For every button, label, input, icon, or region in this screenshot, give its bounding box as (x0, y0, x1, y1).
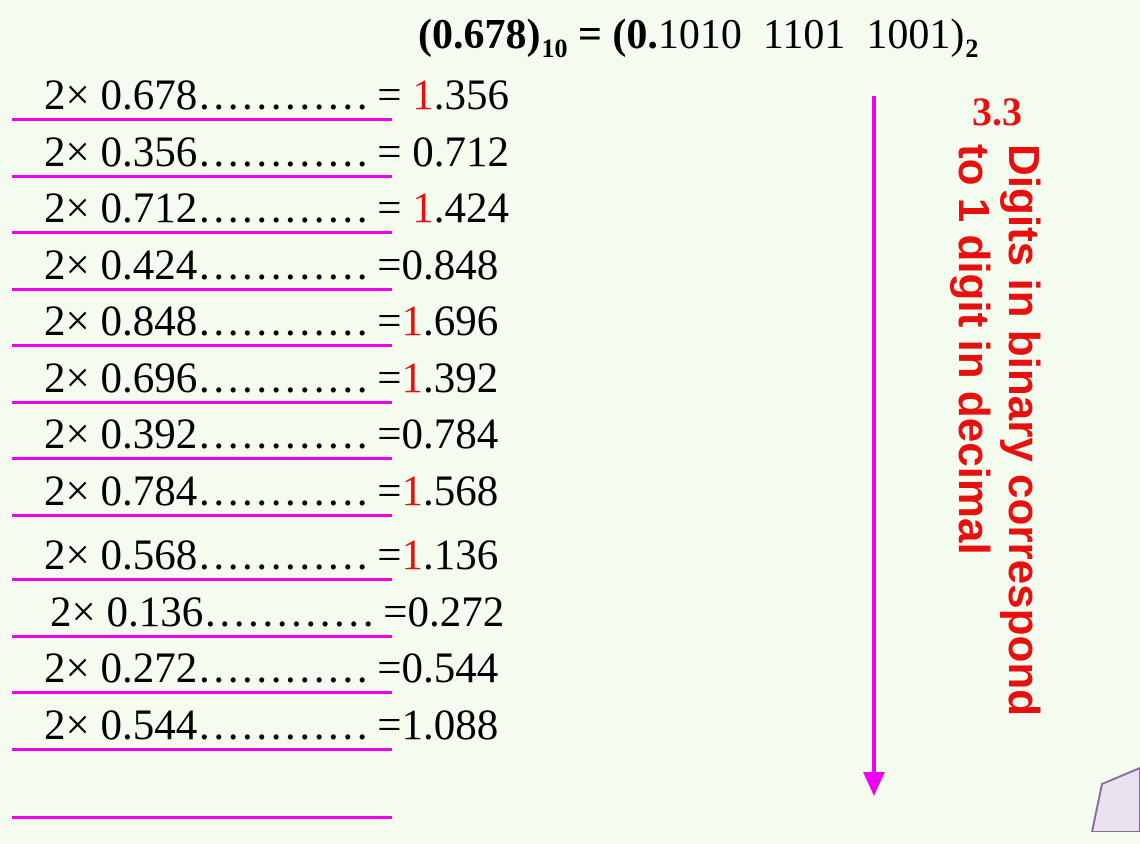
step-integer-digit: 0 (412, 128, 434, 176)
binary-base: 2 (965, 34, 979, 63)
step-fraction: .712 (433, 128, 510, 176)
step-underline (12, 118, 392, 121)
step-equals: = (377, 532, 402, 579)
step-fraction: .272 (429, 588, 505, 636)
final-underline (12, 816, 392, 819)
step-equals: = (377, 467, 402, 515)
step-integer-digit: 1 (401, 701, 424, 749)
step-integer-digit: 0 (401, 645, 424, 692)
step-equals: = (377, 185, 413, 232)
step-multiplication: 2× 0.696 (44, 354, 198, 402)
step-dots: ………… (197, 701, 370, 749)
step-underline (12, 400, 392, 404)
step-fraction: .568 (423, 467, 499, 515)
step-equals: = (377, 241, 402, 289)
step-dots: ………… (197, 645, 370, 692)
down-arrow-icon (872, 96, 876, 776)
step-integer-digit: 1 (412, 185, 434, 232)
step-underline (12, 691, 392, 694)
step-multiplication: 2× 0.784 (44, 467, 198, 515)
step-row: 2× 0.424………… =0.848 (44, 244, 498, 287)
step-multiplication: 2× 0.424 (44, 241, 198, 289)
step-underline (12, 457, 392, 460)
step-fraction: .088 (423, 701, 499, 749)
step-underline (12, 747, 392, 751)
step-row: 2× 0.568………… =1.136 (44, 534, 498, 577)
step-dots: ………… (203, 588, 376, 636)
step-equals: = (377, 411, 402, 458)
step-integer-digit: 1 (401, 354, 424, 402)
decimal-number: (0.678) (418, 12, 541, 58)
note-text: Digits in binary correspond to 1 digit i… (938, 144, 1048, 844)
step-row: 2× 0.272………… =0.544 (44, 647, 498, 690)
step-row: 2× 0.696………… =1.392 (44, 357, 498, 400)
step-row: 2× 0.784………… =1.568 (44, 470, 498, 513)
note-number: 3.3 (972, 89, 1022, 134)
step-integer-digit: 1 (401, 467, 424, 515)
binary-digits: 1010 1101 1001) (657, 12, 965, 58)
step-row: 2× 0.544………… =1.088 (44, 704, 498, 747)
step-dots: ………… (197, 411, 370, 458)
step-fraction: .848 (423, 241, 499, 289)
step-multiplication: 2× 0.568 (44, 532, 198, 579)
step-underline (12, 634, 392, 638)
step-row: 2× 0.678………… = 1.356 (44, 74, 509, 117)
note-line-2: to 1 digit in decimal (949, 144, 998, 555)
step-row: 2× 0.848………… =1.696 (44, 300, 498, 343)
step-fraction: .696 (423, 298, 499, 345)
step-underline (12, 513, 392, 517)
step-row: 2× 0.712………… = 1.424 (44, 187, 509, 230)
step-multiplication: 2× 0.848 (44, 298, 198, 345)
step-integer-digit: 1 (401, 532, 424, 579)
step-underline (12, 231, 392, 234)
step-equals: = (377, 645, 402, 692)
step-fraction: .784 (423, 411, 499, 458)
step-integer-digit: 0 (407, 588, 430, 636)
step-integer-digit: 0 (401, 241, 424, 289)
step-row: 2× 0.136………… =0.272 (50, 591, 504, 634)
step-multiplication: 2× 0.272 (44, 645, 198, 692)
equals-sign: = (567, 12, 613, 58)
step-row: 2× 0.392………… =0.784 (44, 413, 498, 456)
step-integer-digit: 1 (412, 72, 434, 119)
step-equals: = (377, 72, 413, 119)
conversion-result: (0.678)10 = (0.1010 1101 1001)2 (418, 14, 978, 62)
arrow-head-icon (863, 772, 885, 796)
step-dots: ………… (197, 185, 370, 232)
step-underline (12, 174, 392, 178)
step-fraction: .424 (433, 185, 510, 232)
step-dots: ………… (197, 298, 370, 345)
step-multiplication: 2× 0.678 (44, 72, 198, 119)
step-dots: ………… (197, 72, 370, 119)
step-row: 2× 0.356………… = 0.712 (44, 131, 509, 174)
step-equals: = (377, 354, 402, 402)
step-multiplication: 2× 0.544 (44, 701, 198, 749)
step-multiplication: 2× 0.392 (44, 411, 198, 458)
step-multiplication: 2× 0.356 (44, 128, 198, 176)
step-dots: ………… (197, 241, 370, 289)
step-equals: = (377, 701, 402, 749)
step-fraction: .356 (433, 72, 510, 119)
binary-prefix: (0. (612, 12, 658, 58)
step-equals: = (377, 128, 413, 176)
step-dots: ………… (197, 467, 370, 515)
step-fraction: .544 (423, 645, 499, 692)
step-integer-digit: 1 (401, 298, 424, 345)
step-underline (12, 287, 392, 291)
step-equals: = (383, 588, 408, 636)
step-multiplication: 2× 0.136 (50, 588, 204, 636)
note-line-1: Digits in binary correspond (999, 144, 1048, 717)
decimal-base: 10 (541, 34, 568, 63)
step-fraction: .136 (423, 532, 499, 579)
step-multiplication: 2× 0.712 (44, 185, 198, 232)
step-underline (12, 344, 392, 347)
step-dots: ………… (197, 354, 370, 402)
step-underline (12, 578, 392, 581)
step-fraction: .392 (423, 354, 499, 402)
step-equals: = (377, 298, 402, 345)
step-integer-digit: 0 (401, 411, 424, 458)
page-curl-shape (1090, 766, 1140, 832)
step-dots: ………… (197, 532, 370, 579)
step-dots: ………… (197, 128, 370, 176)
